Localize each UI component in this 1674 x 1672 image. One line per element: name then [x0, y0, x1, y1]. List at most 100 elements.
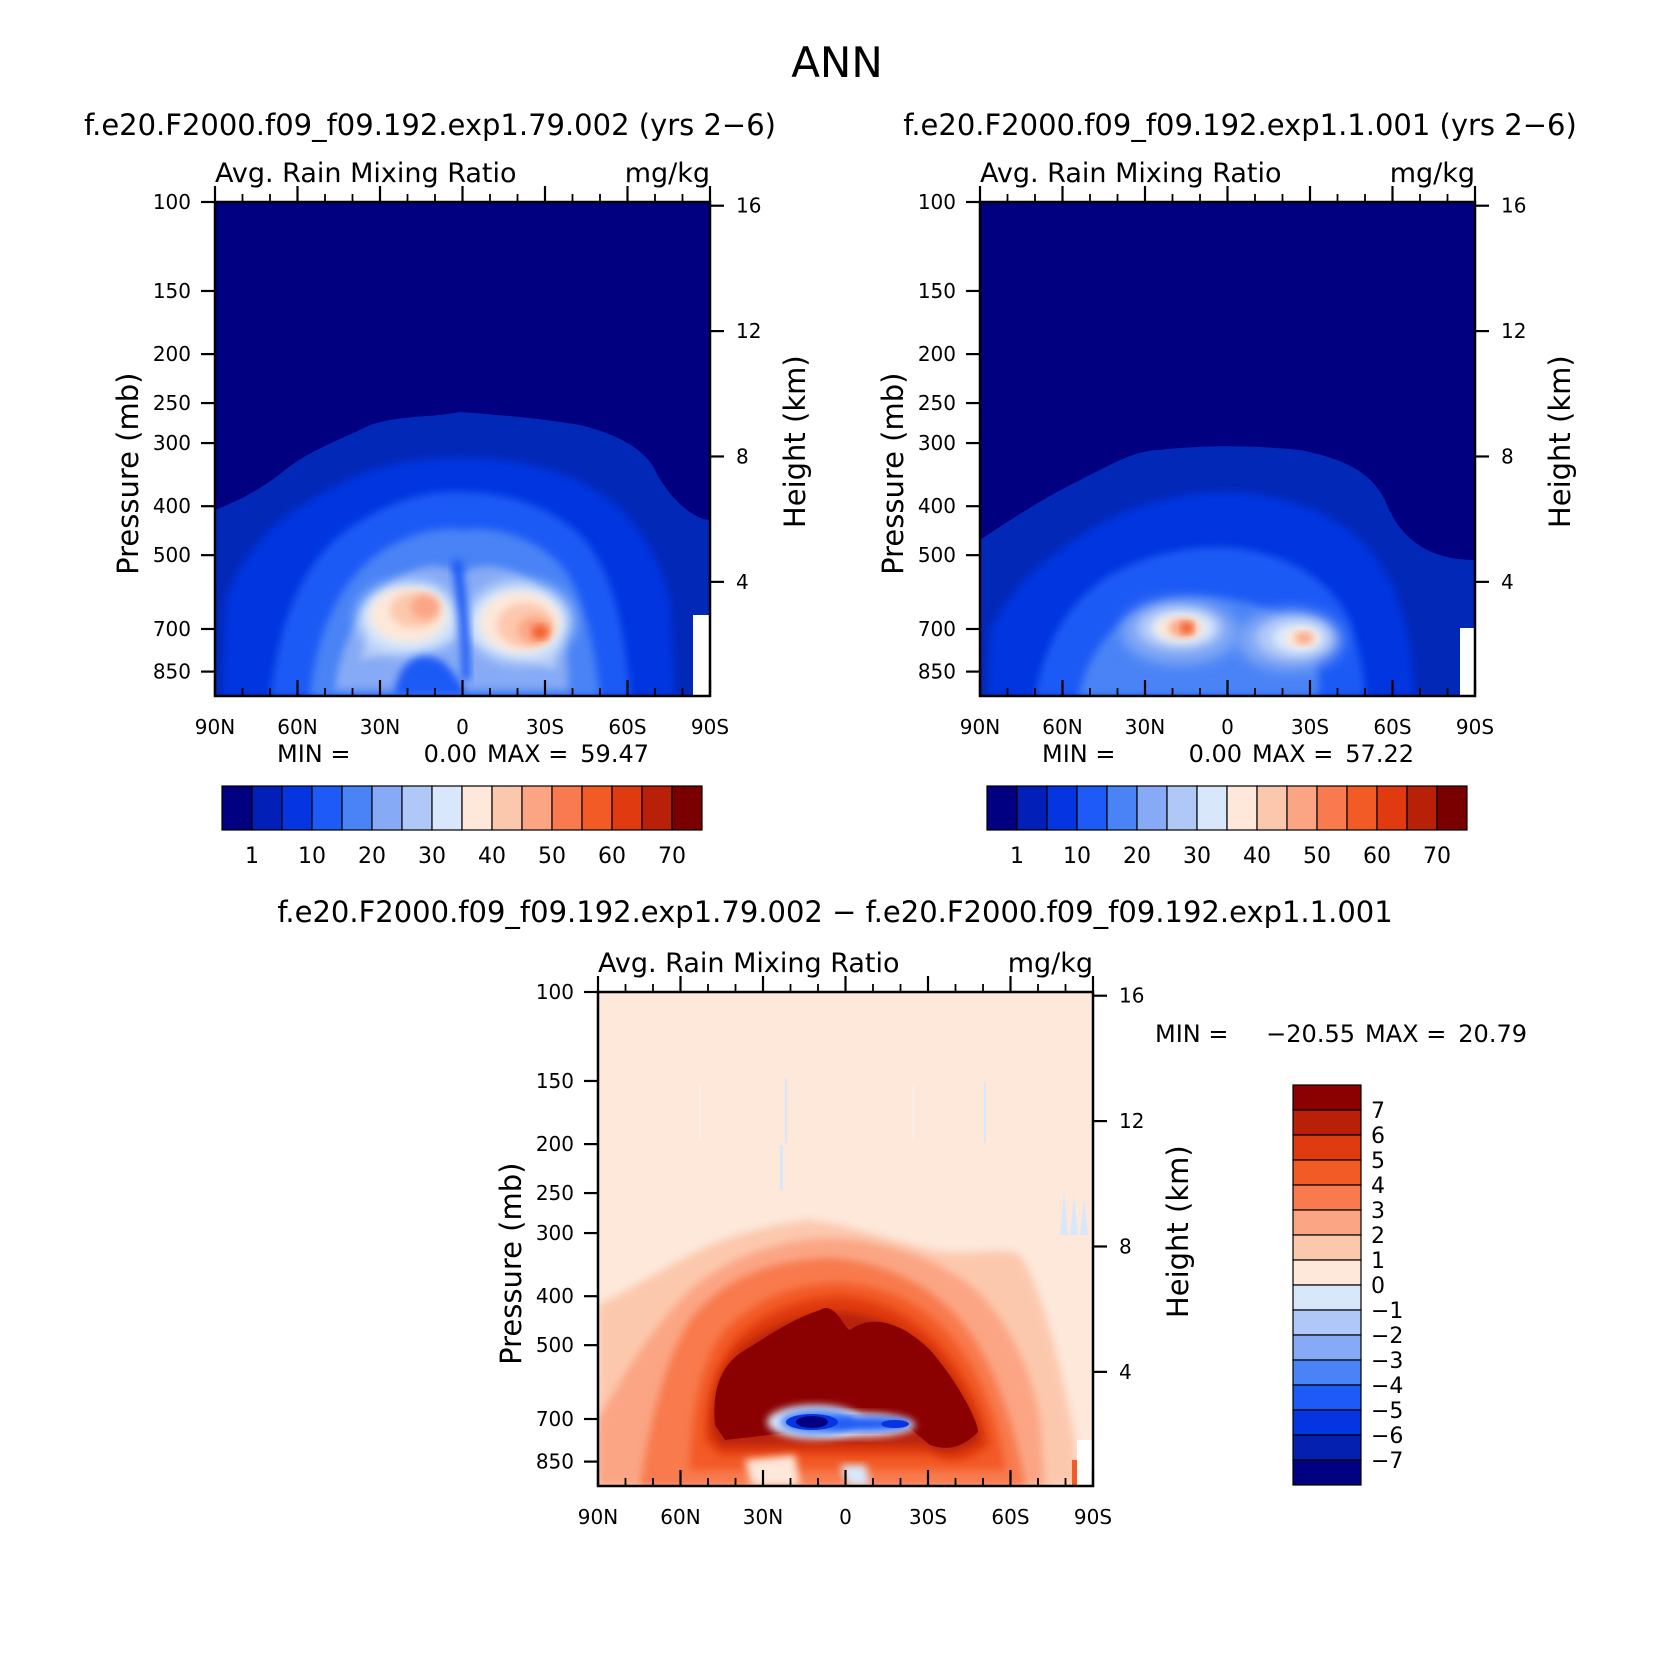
- colorbar-box: [611, 785, 643, 831]
- subtitle-left: Avg. Rain Mixing Ratio: [215, 158, 517, 189]
- y-tick-label: 150: [536, 1069, 574, 1093]
- colorbar-box: [1316, 785, 1348, 831]
- panel-title-right: f.e20.F2000.f09_f09.192.exp1.1.001 (yrs …: [903, 108, 1577, 142]
- colorbar-label: 10: [298, 844, 326, 869]
- panel-a: 90N 60N 30N 0 30S 60S 90S 100 150 200 250 300 400 500…: [111, 158, 812, 768]
- colorbar-box: [341, 785, 373, 831]
- min-value: −20.55: [1266, 1020, 1355, 1048]
- panel-a-field: [215, 202, 710, 696]
- y-axis-title: Pressure (mb): [111, 373, 145, 575]
- colorbar-box: [1346, 785, 1378, 831]
- y-tick-label: 100: [918, 190, 956, 214]
- x-tick-label: 90N: [195, 715, 235, 739]
- colorbar-label: 5: [1371, 1149, 1385, 1174]
- x-tick-label: 0: [839, 1505, 852, 1529]
- y-right-tick-label: 4: [1119, 1360, 1132, 1384]
- colorbar-label: −4: [1371, 1374, 1403, 1399]
- colorbar-box: [1136, 785, 1168, 831]
- y-tick-label: 250: [153, 391, 191, 415]
- colorbar-box: [371, 785, 403, 831]
- panel-c: 90N 60N 30N 0 30S 60S 90S100150200250300400500…: [494, 948, 1527, 1529]
- y-right-tick-label: 4: [736, 570, 749, 594]
- colorbar-b: 1 10 20 30 40 50 60 70: [986, 785, 1468, 869]
- colorbar-label: 0: [1371, 1274, 1385, 1299]
- y-tick-label: 250: [536, 1181, 574, 1205]
- colorbar-label: 3: [1371, 1199, 1385, 1224]
- colorbar-box: [671, 785, 703, 831]
- colorbar-label: −7: [1371, 1449, 1403, 1474]
- y-tick-label: 700: [918, 617, 956, 641]
- y-right-tick-label: 16: [736, 194, 761, 218]
- colorbar-box: [521, 785, 553, 831]
- min-label: MIN =: [277, 740, 350, 768]
- subtitle-right: mg/kg: [1390, 158, 1475, 189]
- y-right-tick-label: 8: [1119, 1234, 1132, 1258]
- colorbar-box: [281, 785, 313, 831]
- colorbar-label: 40: [1243, 844, 1271, 869]
- colorbar-label: 40: [478, 844, 506, 869]
- subtitle-right: mg/kg: [625, 158, 710, 189]
- y-tick-label: 100: [153, 190, 191, 214]
- colorbar-box: [1292, 1109, 1362, 1136]
- colorbar-label: −1: [1371, 1299, 1403, 1324]
- colorbar-label: 20: [1123, 844, 1151, 869]
- subtitle-right: mg/kg: [1008, 948, 1093, 979]
- colorbar-box: [461, 785, 493, 831]
- colorbar-box: [1292, 1159, 1362, 1186]
- min-value: 0.00: [424, 740, 477, 768]
- max-label: MAX =: [487, 740, 568, 768]
- y-right-tick-label: 8: [736, 444, 749, 468]
- x-tick-label: 30S: [909, 1505, 947, 1529]
- max-value: 57.22: [1345, 740, 1414, 768]
- y-tick-label: 400: [153, 494, 191, 518]
- colorbar-label: 1: [245, 844, 259, 869]
- y-tick-label: 200: [536, 1132, 574, 1156]
- panel-c-ticks: 90N 60N 30N 0 30S 60S 90S100150200250300400500…: [494, 948, 1527, 1529]
- max-label: MAX =: [1252, 740, 1333, 768]
- min-label: MIN =: [1155, 1020, 1228, 1048]
- colorbar-box: [1292, 1234, 1362, 1261]
- colorbar-box: [311, 785, 343, 831]
- max-value: 20.79: [1458, 1020, 1527, 1048]
- y-tick-label: 200: [918, 342, 956, 366]
- panel-a-ticks: 90N 60N 30N 0 30S 60S 90S 100 150 200 250 300 400 500…: [111, 158, 812, 768]
- panel-c-field: [598, 992, 1093, 1486]
- max-value: 59.47: [580, 740, 649, 768]
- colorbar-box: [1046, 785, 1078, 831]
- max-label: MAX =: [1365, 1020, 1446, 1048]
- colorbar-label: −3: [1371, 1349, 1403, 1374]
- colorbar-label: 30: [1183, 844, 1211, 869]
- x-tick-label: 30S: [526, 715, 564, 739]
- x-tick-label: 60N: [660, 1505, 700, 1529]
- y-right-tick-label: 16: [1501, 194, 1526, 218]
- colorbar-label: −6: [1371, 1424, 1403, 1449]
- colorbar-label: 30: [418, 844, 446, 869]
- panel-title-difference: f.e20.F2000.f09_f09.192.exp1.79.002 − f.…: [277, 895, 1393, 929]
- x-tick-label: 60N: [277, 715, 317, 739]
- colorbar-box: [581, 785, 613, 831]
- x-tick-label: 30N: [1125, 715, 1165, 739]
- x-tick-label: 0: [456, 715, 469, 739]
- y-tick-label: 300: [153, 431, 191, 455]
- x-tick-label: 90S: [1074, 1505, 1112, 1529]
- colorbar-box: [1292, 1259, 1362, 1286]
- x-tick-label: 90N: [960, 715, 1000, 739]
- colorbar-box: [1226, 785, 1258, 831]
- subtitle-left: Avg. Rain Mixing Ratio: [598, 948, 900, 979]
- y-tick-label: 500: [153, 543, 191, 567]
- colorbar-box: [641, 785, 673, 831]
- colorbar-label: −5: [1371, 1399, 1403, 1424]
- y-tick-label: 700: [536, 1407, 574, 1431]
- colorbar-box: [1256, 785, 1288, 831]
- colorbar-box: [1292, 1084, 1362, 1111]
- colorbar-box: [221, 785, 253, 831]
- x-tick-label: 60S: [1373, 715, 1411, 739]
- colorbar-box: [1436, 785, 1468, 831]
- x-tick-label: 30S: [1291, 715, 1329, 739]
- y-axis-title: Pressure (mb): [494, 1163, 528, 1365]
- colorbar-a: 1 10 20 30 40 50 60 70: [221, 785, 703, 869]
- min-value: 0.00: [1189, 740, 1242, 768]
- colorbar-label: 60: [598, 844, 626, 869]
- x-tick-label: 0: [1221, 715, 1234, 739]
